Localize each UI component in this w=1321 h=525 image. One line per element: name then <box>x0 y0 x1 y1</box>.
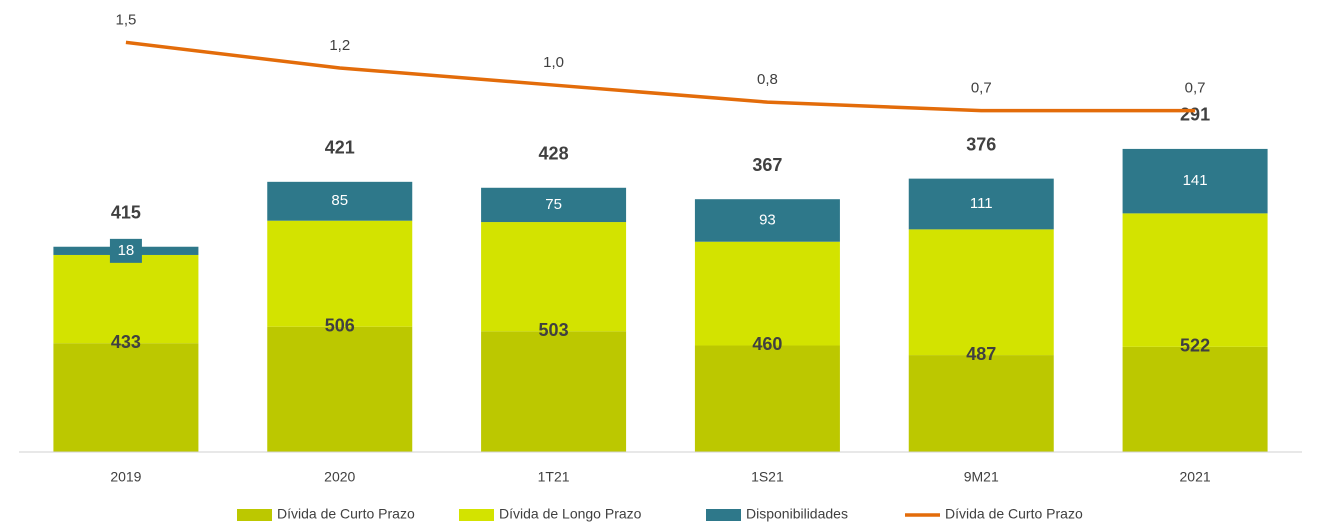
bar-segment <box>267 220 413 327</box>
debt-label: 460 <box>752 334 782 354</box>
segment-label: 18 <box>118 242 135 259</box>
bar-segment <box>481 331 627 452</box>
bar-segment <box>267 181 413 221</box>
line-label: 1,0 <box>543 54 564 71</box>
bar-segment <box>908 355 1054 452</box>
bar-segment <box>1122 148 1268 214</box>
segment-label: 111 <box>970 195 993 212</box>
segment-label: 93 <box>759 211 776 228</box>
legend-label: Dívida de Curto Prazo <box>945 506 1083 522</box>
bar-segment <box>1122 213 1268 347</box>
x-tick-label: 9M21 <box>964 469 999 485</box>
bar-segment <box>1122 346 1268 452</box>
bar-segment <box>267 326 413 452</box>
debt-label: 503 <box>539 320 569 340</box>
x-tick-label: 1S21 <box>751 469 784 485</box>
x-tick-label: 1T21 <box>538 469 570 485</box>
legend-label: Dívida de Curto Prazo <box>277 506 415 522</box>
segment-label: 141 <box>1183 172 1208 189</box>
bar-segment <box>53 343 199 452</box>
debt-label: 433 <box>111 332 141 352</box>
x-tick-label: 2020 <box>324 469 355 485</box>
line-label: 0,7 <box>1185 80 1206 97</box>
legend-swatch <box>237 509 272 521</box>
legend-label: Dívida de Longo Prazo <box>499 506 642 522</box>
top-label: 376 <box>966 134 996 154</box>
top-label: 291 <box>1180 105 1210 125</box>
bar-segment <box>481 187 627 223</box>
label-box <box>109 238 142 263</box>
line-label: 1,5 <box>115 11 136 28</box>
line-label: 0,7 <box>971 80 992 97</box>
debt-label: 522 <box>1180 336 1210 356</box>
x-tick-label: 2021 <box>1180 469 1211 485</box>
bar-segment <box>694 199 840 242</box>
top-label: 421 <box>325 138 355 158</box>
legend-swatch <box>459 509 494 521</box>
bar-segment <box>53 254 199 344</box>
segment-label: 85 <box>331 192 348 209</box>
line <box>125 40 1196 113</box>
legend-swatch <box>706 509 741 521</box>
bar-segment <box>908 178 1054 230</box>
top-label: 428 <box>539 144 569 164</box>
debt-label: 506 <box>325 315 355 335</box>
segment-label: 75 <box>545 196 562 213</box>
line-label: 1,2 <box>329 37 350 54</box>
legend-label: Disponibilidades <box>746 506 848 522</box>
bar-segment <box>481 222 627 332</box>
bar-segment <box>694 241 840 346</box>
top-label: 367 <box>752 155 782 175</box>
line-label: 0,8 <box>757 71 778 88</box>
top-label: 415 <box>111 202 141 222</box>
bar-segment <box>908 229 1054 356</box>
debt-label: 487 <box>966 344 996 364</box>
bar-segment <box>694 345 840 452</box>
x-tick-label: 2019 <box>110 469 141 485</box>
